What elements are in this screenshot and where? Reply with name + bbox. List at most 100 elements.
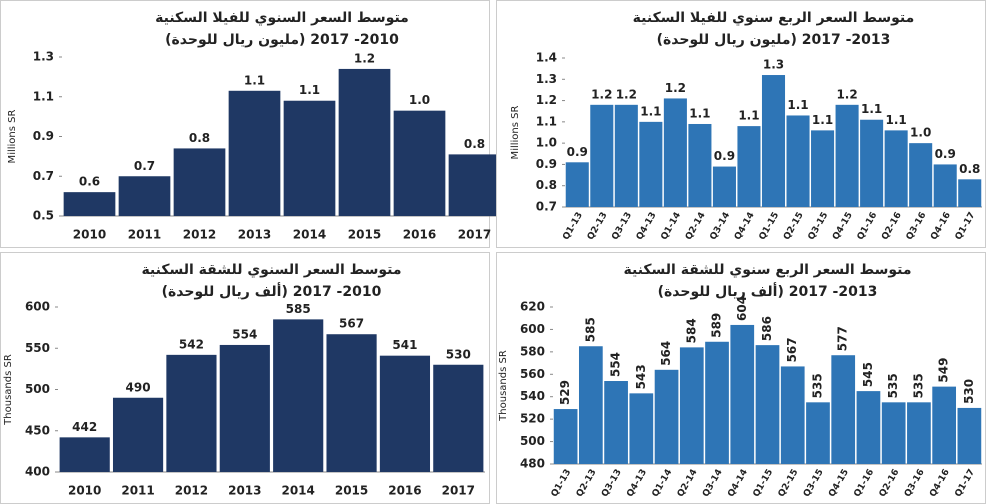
y-tick-label: 1.0: [536, 136, 557, 150]
bar: [884, 130, 908, 207]
chart-title: متوسط السعر الربع سنوي للشقة السكنية: [623, 262, 911, 279]
y-tick-label: 500: [25, 382, 50, 396]
bar: [228, 90, 281, 216]
value-label: 535: [886, 373, 900, 398]
value-label: 530: [446, 347, 471, 361]
chart-panel: متوسط السعر السنوي للشقة السكنية (ألف ريا…: [0, 252, 490, 504]
value-label: 584: [684, 318, 698, 343]
chart-panel: متوسط السعر الربع سنوي للفيلا السكنية (مل…: [496, 0, 986, 248]
bar: [59, 437, 110, 472]
bar: [688, 123, 712, 207]
value-label: 0.7: [134, 159, 155, 173]
value-label: 554: [232, 327, 257, 341]
y-tick-label: 580: [520, 344, 545, 358]
y-tick-label: 0.7: [536, 200, 557, 214]
bar: [326, 334, 377, 472]
bar: [860, 119, 884, 207]
y-axis-label: Millions SR: [510, 106, 521, 160]
chart-title: متوسط السعر الربع سنوي للفيلا السكنية: [633, 10, 915, 27]
bar: [578, 346, 603, 464]
bar: [957, 407, 982, 464]
x-tick-label: 2016: [388, 484, 421, 498]
value-label: 589: [710, 313, 724, 338]
y-tick-label: 600: [520, 322, 545, 336]
y-tick-label: 520: [520, 412, 545, 426]
bar: [881, 402, 906, 464]
bar: [663, 98, 687, 207]
value-label: 564: [659, 341, 673, 366]
value-label: 535: [810, 373, 824, 398]
bar: [705, 341, 729, 464]
bar: [730, 324, 755, 464]
y-tick-label: 0.8: [536, 178, 557, 192]
y-tick-label: 1.1: [536, 114, 557, 128]
x-tick-label: 2010: [73, 228, 106, 242]
bar: [780, 366, 805, 464]
bar: [393, 110, 446, 216]
bar: [737, 126, 761, 207]
value-label: 554: [609, 352, 623, 377]
value-label: 0.6: [79, 175, 100, 189]
value-label: 1.1: [787, 98, 808, 112]
bar: [786, 115, 810, 207]
y-tick-label: 1.4: [536, 51, 557, 65]
bar: [553, 409, 578, 464]
bar: [811, 130, 835, 207]
x-tick-label: 2013: [228, 484, 261, 498]
chart-subtitle: (ألف ريال للوحدة) 2010- 2017: [162, 282, 382, 300]
value-label: 1.1: [738, 109, 759, 123]
bar: [909, 143, 933, 207]
bar: [173, 148, 226, 216]
y-tick-label: 1.3: [536, 72, 557, 86]
value-label: 530: [962, 379, 976, 404]
y-tick-label: 400: [25, 465, 50, 479]
x-tick-label: 2010: [68, 484, 101, 498]
value-label: 529: [558, 380, 572, 405]
value-label: 541: [392, 338, 417, 352]
value-label: 549: [937, 358, 951, 383]
bar: [433, 364, 484, 472]
y-tick-label: 0.9: [33, 129, 54, 143]
value-label: 567: [785, 337, 799, 362]
chart-title: متوسط السعر السنوي للشقة السكنية: [141, 262, 401, 279]
value-label: 543: [634, 364, 648, 389]
bar: [654, 369, 679, 464]
bar: [379, 355, 431, 472]
bar: [679, 347, 704, 464]
value-label: 1.1: [244, 73, 265, 87]
x-tick-label: 2015: [335, 484, 368, 498]
bar: [629, 393, 654, 464]
bar: [761, 75, 786, 208]
value-label: 1.3: [763, 58, 784, 72]
x-tick-label: 2012: [175, 484, 208, 498]
bar: [338, 68, 391, 216]
x-tick-label: 2016: [403, 228, 436, 242]
bar: [932, 386, 957, 464]
bar: [856, 391, 881, 464]
bar: [933, 164, 957, 207]
chart-subtitle: (ألف ريال للوحدة) 2013- 2017: [658, 282, 878, 300]
value-label: 567: [339, 317, 364, 331]
x-tick-label: 2012: [183, 228, 216, 242]
y-tick-label: 560: [520, 367, 545, 381]
bar: [118, 176, 171, 216]
y-tick-label: 450: [25, 423, 50, 437]
value-label: 1.2: [665, 81, 686, 95]
bar: [831, 355, 856, 464]
bar: [590, 104, 614, 207]
bar: [755, 345, 780, 464]
bar: [448, 154, 501, 216]
value-label: 490: [126, 380, 151, 394]
y-tick-label: 1.3: [33, 50, 54, 64]
value-label: 0.9: [567, 145, 588, 159]
y-tick-label: 0.5: [33, 209, 54, 223]
y-tick-label: 480: [520, 457, 545, 471]
y-tick-label: 500: [520, 434, 545, 448]
y-tick-label: 1.1: [33, 89, 54, 103]
value-label: 442: [72, 420, 97, 434]
x-tick-label: 2014: [293, 228, 326, 242]
y-tick-label: 540: [520, 389, 545, 403]
value-label: 1.1: [640, 104, 661, 118]
value-label: 1.2: [836, 87, 857, 101]
